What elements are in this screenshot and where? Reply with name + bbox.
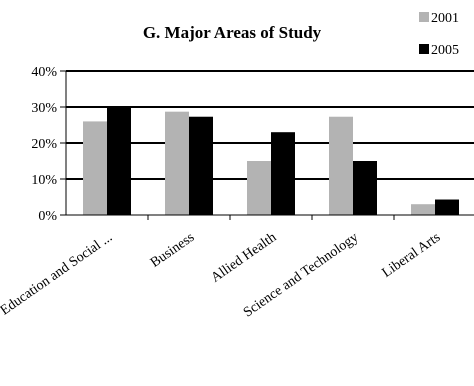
x-category-label: Education and Social ...	[0, 230, 115, 319]
x-category-label: Business	[148, 230, 197, 271]
x-axis: Education and Social ... Business Allied H…	[0, 214, 474, 321]
legend-label-2005: 2005	[431, 43, 459, 58]
bar-2005-1	[189, 116, 213, 215]
legend: 2001 2005	[419, 11, 459, 58]
bar-2001-0	[83, 121, 107, 215]
bar-2001-4	[411, 204, 435, 215]
bar-2005-3	[353, 161, 377, 215]
bar-2001-1	[165, 111, 189, 215]
bar-2005-0	[107, 107, 131, 215]
legend-swatch-2005	[419, 44, 429, 54]
y-tick-label: 0%	[38, 209, 57, 224]
y-tick-label: 20%	[31, 137, 57, 152]
y-tick-label: 30%	[31, 101, 57, 116]
bars	[83, 107, 459, 215]
bar-2005-4	[435, 199, 459, 215]
bar-2005-2	[271, 132, 295, 215]
x-category-label: Liberal Arts	[380, 230, 444, 281]
y-axis: 0% 10% 20% 30% 40%	[31, 65, 67, 224]
chart-title: G. Major Areas of Study	[143, 23, 322, 42]
y-tick-label: 40%	[31, 65, 57, 80]
y-tick-label: 10%	[31, 173, 57, 188]
bar-2001-2	[247, 161, 271, 215]
legend-swatch-2001	[419, 12, 429, 22]
bar-2001-3	[329, 116, 353, 215]
x-category-label: Allied Health	[209, 230, 280, 286]
legend-label-2001: 2001	[431, 11, 459, 26]
